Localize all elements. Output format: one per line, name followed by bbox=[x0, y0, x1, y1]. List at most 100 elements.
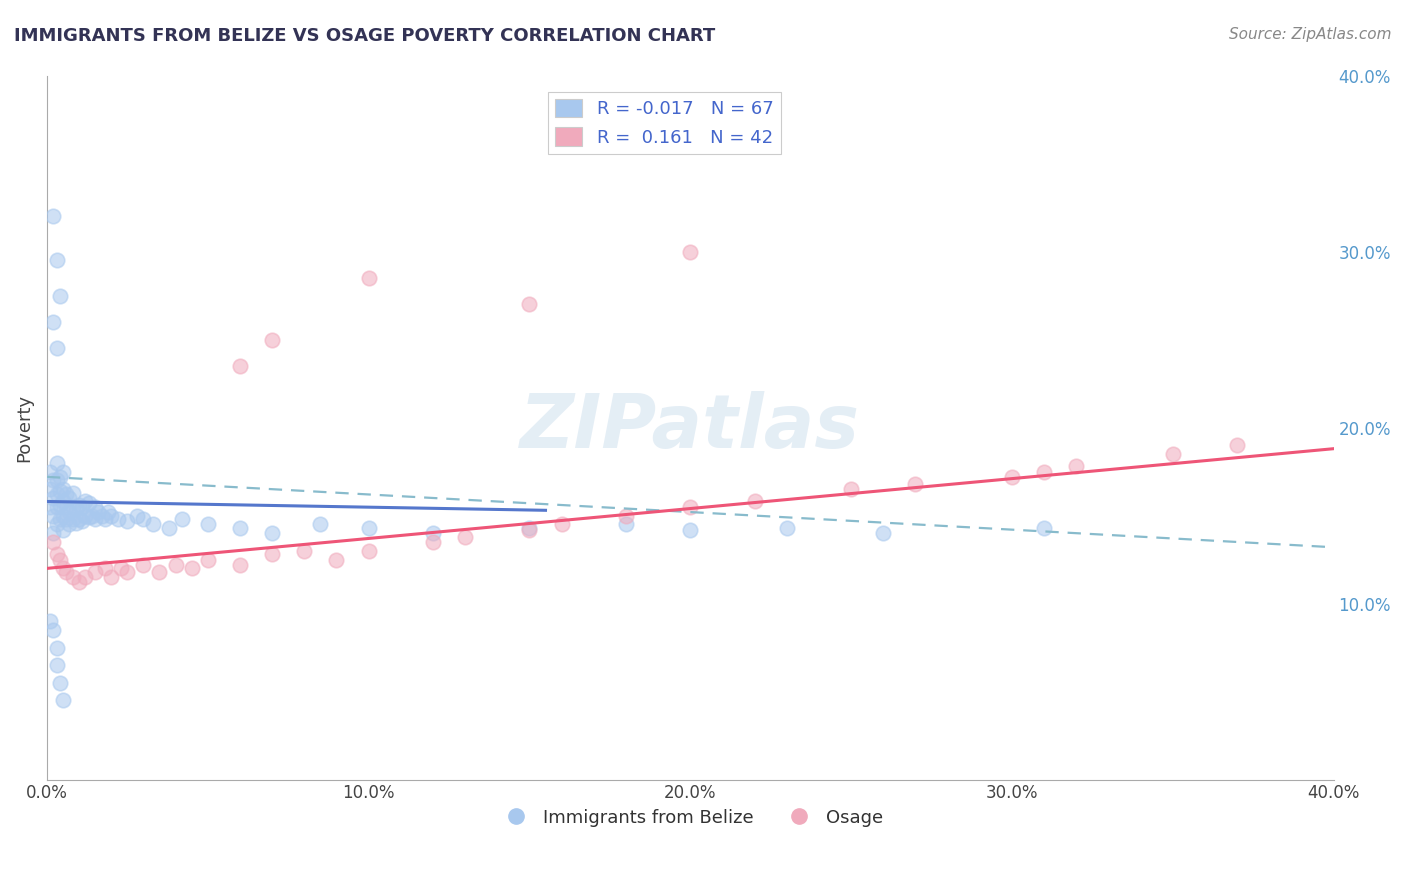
Point bbox=[1161, 447, 1184, 461]
Point bbox=[132, 558, 155, 572]
Point bbox=[42, 491, 65, 505]
Point bbox=[55, 565, 77, 579]
Point bbox=[42, 535, 65, 549]
Point bbox=[229, 521, 252, 535]
Point bbox=[49, 288, 72, 302]
Point bbox=[229, 359, 252, 373]
Point bbox=[39, 500, 62, 514]
Point bbox=[839, 482, 862, 496]
Point bbox=[75, 508, 97, 523]
Point bbox=[94, 561, 117, 575]
Point bbox=[52, 508, 75, 523]
Point bbox=[142, 517, 165, 532]
Point bbox=[357, 521, 380, 535]
Point bbox=[49, 498, 72, 512]
Point bbox=[42, 508, 65, 523]
Point bbox=[62, 512, 84, 526]
Point bbox=[776, 521, 799, 535]
Point bbox=[197, 552, 219, 566]
Point bbox=[52, 465, 75, 479]
Point bbox=[422, 535, 444, 549]
Point bbox=[744, 494, 766, 508]
Point bbox=[67, 498, 90, 512]
Point bbox=[454, 530, 477, 544]
Point bbox=[180, 561, 202, 575]
Point bbox=[117, 514, 139, 528]
Point bbox=[904, 476, 927, 491]
Text: IMMIGRANTS FROM BELIZE VS OSAGE POVERTY CORRELATION CHART: IMMIGRANTS FROM BELIZE VS OSAGE POVERTY … bbox=[14, 27, 716, 45]
Point bbox=[84, 500, 107, 514]
Point bbox=[52, 693, 75, 707]
Point bbox=[84, 512, 107, 526]
Point bbox=[107, 512, 129, 526]
Point bbox=[45, 474, 67, 488]
Legend: Immigrants from Belize, Osage: Immigrants from Belize, Osage bbox=[491, 802, 890, 834]
Point bbox=[132, 512, 155, 526]
Point bbox=[157, 521, 180, 535]
Point bbox=[49, 470, 72, 484]
Point bbox=[45, 640, 67, 655]
Point bbox=[100, 508, 122, 523]
Point bbox=[72, 514, 94, 528]
Point bbox=[679, 500, 702, 514]
Point bbox=[52, 494, 75, 508]
Point bbox=[90, 508, 112, 523]
Point bbox=[42, 474, 65, 488]
Point bbox=[65, 516, 87, 530]
Point bbox=[45, 253, 67, 268]
Point bbox=[614, 508, 637, 523]
Point bbox=[42, 526, 65, 541]
Point bbox=[519, 521, 541, 535]
Point bbox=[45, 500, 67, 514]
Point bbox=[80, 508, 103, 523]
Point bbox=[422, 526, 444, 541]
Point bbox=[1064, 459, 1087, 474]
Point bbox=[229, 558, 252, 572]
Point bbox=[52, 523, 75, 537]
Point bbox=[357, 271, 380, 285]
Point bbox=[72, 500, 94, 514]
Point bbox=[94, 512, 117, 526]
Point bbox=[100, 570, 122, 584]
Point bbox=[42, 623, 65, 637]
Y-axis label: Poverty: Poverty bbox=[15, 393, 32, 462]
Point bbox=[42, 315, 65, 329]
Point bbox=[62, 570, 84, 584]
Point bbox=[77, 510, 100, 524]
Point bbox=[614, 517, 637, 532]
Point bbox=[148, 565, 170, 579]
Point bbox=[97, 505, 120, 519]
Point bbox=[45, 547, 67, 561]
Point bbox=[45, 487, 67, 501]
Point bbox=[42, 210, 65, 224]
Point bbox=[170, 512, 193, 526]
Point bbox=[75, 570, 97, 584]
Point bbox=[1001, 470, 1024, 484]
Point bbox=[87, 505, 110, 519]
Point bbox=[262, 333, 284, 347]
Point bbox=[52, 482, 75, 496]
Point bbox=[58, 517, 80, 532]
Point bbox=[67, 512, 90, 526]
Point bbox=[165, 558, 187, 572]
Point bbox=[75, 494, 97, 508]
Point bbox=[357, 543, 380, 558]
Point bbox=[45, 517, 67, 532]
Point bbox=[55, 487, 77, 501]
Point bbox=[49, 675, 72, 690]
Point bbox=[55, 500, 77, 514]
Point bbox=[110, 561, 132, 575]
Point bbox=[125, 508, 148, 523]
Point bbox=[67, 575, 90, 590]
Point bbox=[262, 547, 284, 561]
Point bbox=[84, 565, 107, 579]
Point bbox=[49, 483, 72, 498]
Point bbox=[519, 297, 541, 311]
Point bbox=[262, 526, 284, 541]
Text: ZIPatlas: ZIPatlas bbox=[520, 391, 860, 464]
Point bbox=[519, 523, 541, 537]
Point bbox=[65, 501, 87, 516]
Point bbox=[62, 485, 84, 500]
Point bbox=[679, 523, 702, 537]
Point bbox=[77, 496, 100, 510]
